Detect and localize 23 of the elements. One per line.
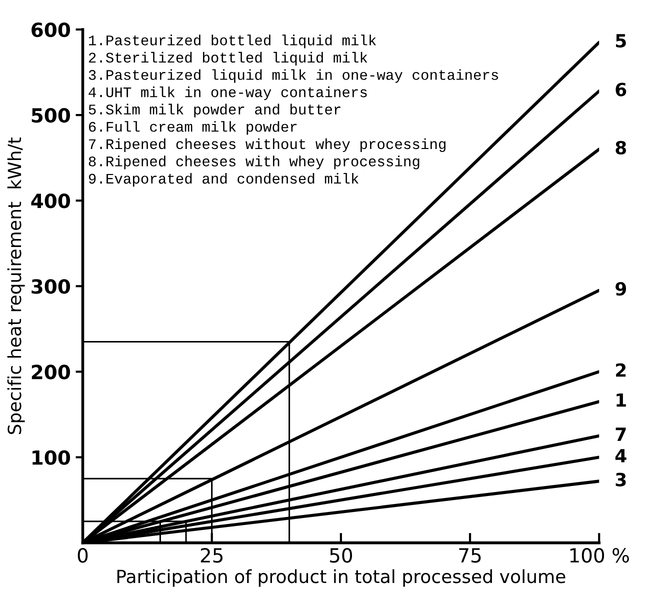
series-label: 3 [616, 472, 626, 486]
y-tick-label: 400 [31, 194, 70, 208]
series-label: 2 [616, 363, 626, 377]
text: 1.Pasteurized bottled liquid milk 2.Sterilized bottled liquid milk 3.Pasteurized liquid milk in one-way containers 4.UHT milk in one-way containers 5.Skim milk powder and butter 6.Full cream milk powder 7.Ripened cheeses without whey processing 8.Ripened cheeses with whey processing 9.Evaporated and condensed milk [88, 34, 498, 187]
series-label: 7 [616, 428, 626, 441]
x-tick-label: 25 [200, 548, 223, 563]
y-tick-label: 500 [32, 108, 70, 123]
y-tick-label: 100 [32, 450, 70, 465]
x-tick-label: 0 [78, 548, 88, 563]
x-tick-label: 50 [330, 548, 352, 563]
y-tick-label: 600 [32, 22, 70, 38]
series-label: 9 [616, 282, 626, 296]
y-tick-label: 200 [32, 364, 70, 380]
series-label: 4 [615, 449, 626, 462]
x-tick-label: 100 % [570, 548, 629, 563]
x-axis-title: Participation of product in total processed volume [117, 569, 566, 587]
x-tick-label: 75 [459, 548, 481, 563]
series-label: 8 [616, 140, 626, 155]
series-label: 6 [616, 82, 626, 96]
y-axis-title: Specific heat requirement kWh/t [7, 137, 25, 434]
y-tick-label: 300 [32, 279, 70, 294]
series-label: 5 [616, 34, 626, 48]
series-label: 1 [616, 393, 626, 407]
